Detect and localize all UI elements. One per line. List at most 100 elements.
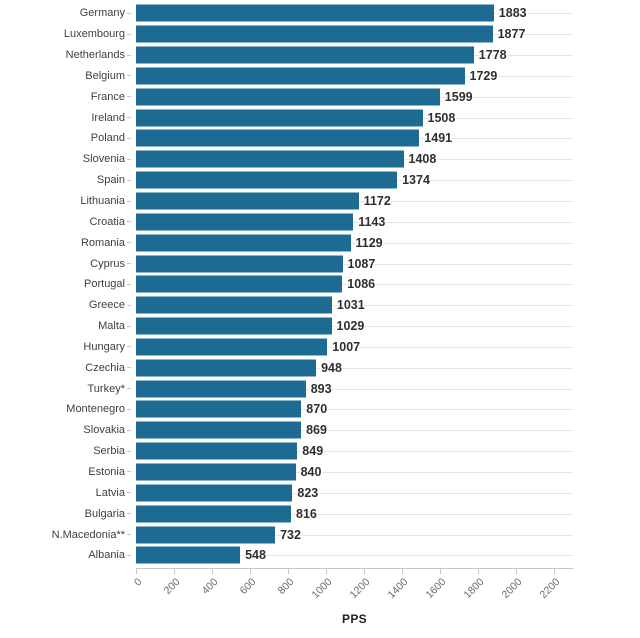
bar-row: Slovenia 1408 [0,149,640,170]
bar[interactable] [136,296,332,314]
category-tick [127,513,131,515]
bar[interactable] [136,275,343,293]
category-label: Spain [96,174,125,187]
bar-plot-area: 823 [136,482,573,503]
value-label: 1778 [478,48,507,63]
bar[interactable] [136,526,276,544]
bar-plot-area: 1508 [136,107,573,128]
category-tick [127,408,131,410]
x-axis-tick-label: 200 [161,576,183,597]
bar[interactable] [136,442,298,460]
bar[interactable] [136,46,474,64]
category-tick [127,471,131,473]
x-axis-tick [250,569,251,574]
value-label: 1491 [424,131,453,146]
category-label: Poland [90,132,125,145]
category-tick [127,450,131,452]
bar-plot-area: 893 [136,378,573,399]
x-axis: 0 200 400 600 800 1000 1200 1400 1600 1800 2000 220… [0,568,640,638]
x-axis-tick [136,569,137,574]
bar[interactable] [136,25,493,43]
bar[interactable] [136,400,302,418]
category-label: Latvia [95,486,125,499]
bar-row: Luxembourg 1877 [0,24,640,45]
bar-row: N.Macedonia** 732 [0,524,640,545]
category-label: Luxembourg [63,28,125,41]
bar[interactable] [136,421,302,439]
bar-plot-area: 1143 [136,211,573,232]
bar-plot-area: 1086 [136,274,573,295]
value-label: 1143 [358,214,386,229]
category-label: Lithuania [80,195,125,208]
bar-plot-area: 1007 [136,337,573,358]
bar[interactable] [136,192,359,210]
bar-plot-area: 1778 [136,45,573,66]
row-gridline [136,451,573,453]
bar[interactable] [136,317,332,335]
bar-row: Poland 1491 [0,128,640,149]
x-axis-tick [288,569,289,574]
bar[interactable] [136,171,398,189]
value-label: 1508 [427,110,456,125]
bar-plot-area: 1599 [136,86,573,107]
bar[interactable] [136,129,420,147]
category-label: Netherlands [65,49,125,62]
category-tick [127,325,131,327]
bar-row: Germany 1883 [0,3,640,24]
category-tick [127,12,131,14]
value-label: 1129 [355,235,383,250]
value-label: 1172 [363,194,391,209]
bar-row: Cyprus 1087 [0,253,640,274]
value-label: 732 [280,527,301,542]
x-axis-tick-label: 1400 [385,576,411,602]
row-gridline [136,430,573,432]
bar-plot-area: 1172 [136,191,573,212]
bar[interactable] [136,255,343,273]
row-gridline [136,409,573,411]
category-tick [127,429,131,431]
value-label: 1408 [408,152,437,167]
bar-row: Bulgaria 816 [0,503,640,524]
bar[interactable] [136,359,317,377]
bar[interactable] [136,380,306,398]
category-label: Germany [79,7,125,20]
bar-plot-area: 1408 [136,149,573,170]
bar-plot-area: 870 [136,399,573,420]
bar-row: Belgium 1729 [0,66,640,87]
category-label: France [90,90,125,103]
bar-plot-area: 732 [136,524,573,545]
bar[interactable] [136,213,354,231]
category-tick [127,33,131,35]
value-label: 816 [296,506,317,521]
bar[interactable] [136,484,293,502]
bar[interactable] [136,338,328,356]
value-label: 1031 [336,298,365,313]
bar-plot-area: 548 [136,545,573,566]
category-tick [127,367,131,369]
bar[interactable] [136,4,494,22]
value-label: 1729 [469,68,498,83]
value-label: 1087 [347,256,376,271]
category-label: Slovenia [82,153,125,166]
bar[interactable] [136,463,296,481]
bar[interactable] [136,109,423,127]
bar[interactable] [136,67,465,85]
bar-row: Slovakia 869 [0,420,640,441]
bar[interactable] [136,88,440,106]
x-axis-tick-label: 0 [131,576,145,589]
x-axis-tick-label: 1600 [423,576,449,602]
category-tick [127,158,131,160]
category-label: Serbia [93,445,125,458]
bar[interactable] [136,505,291,523]
category-tick [127,388,131,390]
row-gridline [136,284,573,286]
bar[interactable] [136,546,241,564]
bar[interactable] [136,150,404,168]
category-label: Croatia [89,215,125,228]
bar-row: Lithuania 1172 [0,191,640,212]
category-tick [127,96,131,98]
value-label: 948 [321,360,342,375]
row-gridline [136,263,573,265]
bar[interactable] [136,234,351,252]
x-axis-tick [364,569,365,574]
